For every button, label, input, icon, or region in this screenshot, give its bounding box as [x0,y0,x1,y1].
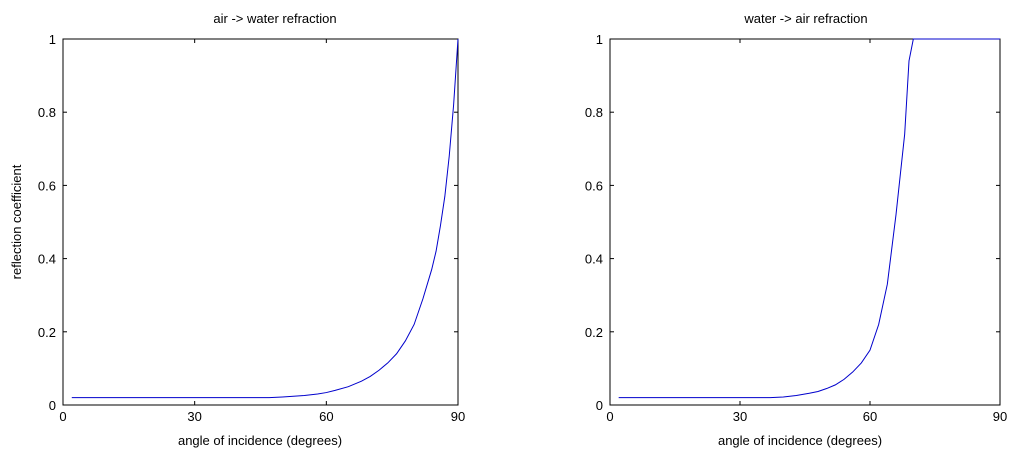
series-line-reflection-coefficient [618,38,1000,399]
y-tick-label: 0.4 [38,252,56,267]
axis-ticks: 0 30 60 90 0 0.2 0.4 0.6 0.8 1 [585,32,1007,424]
plot-frame [609,38,1001,406]
plot-frame [62,38,459,406]
y-tick-label: 0.2 [38,325,56,340]
chart-title: water -> air refraction [743,11,867,26]
y-tick-label: 1 [596,32,603,47]
y-tick-label: 0.4 [585,252,603,267]
x-tick-label: 30 [187,409,201,424]
x-tick-label: 0 [59,409,66,424]
chart-water-to-air: water -> air refraction 0 30 60 90 0 0.2 0.4 0.… [585,11,1007,448]
x-tick-label: 60 [319,409,333,424]
y-axis-label: reflection coefficient [9,164,24,279]
chart-title: air -> water refraction [213,11,336,26]
y-tick-label: 0.8 [38,105,56,120]
x-axis-label: angle of incidence (degrees) [718,433,882,448]
chart-air-to-water: air -> water refraction 0 30 60 90 0 0.2 0.4 0.… [9,11,465,448]
x-tick-label: 90 [451,409,465,424]
x-tick-label: 60 [863,409,877,424]
y-tick-label: 1 [49,32,56,47]
y-tick-label: 0.8 [585,105,603,120]
axis-ticks: 0 30 60 90 0 0.2 0.4 0.6 0.8 1 [38,32,465,424]
x-tick-label: 0 [606,409,613,424]
series-line-reflection-coefficient [71,38,459,399]
y-tick-label: 0.6 [38,178,56,193]
x-tick-label: 90 [993,409,1007,424]
x-axis-label: angle of incidence (degrees) [178,433,342,448]
y-tick-label: 0.2 [585,325,603,340]
y-tick-label: 0 [49,398,56,413]
x-tick-label: 30 [733,409,747,424]
y-tick-label: 0 [596,398,603,413]
y-tick-label: 0.6 [585,178,603,193]
